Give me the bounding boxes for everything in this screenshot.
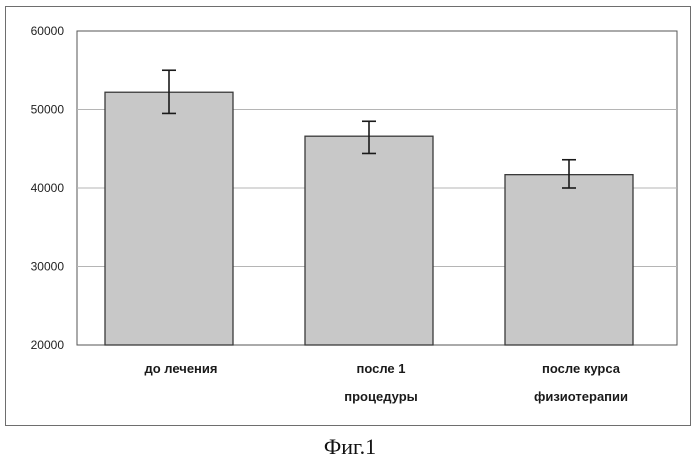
category-label: до лечения (144, 361, 217, 376)
y-tick-label: 30000 (31, 260, 65, 274)
bar (505, 175, 633, 345)
y-tick-label: 60000 (31, 24, 65, 38)
y-tick-label: 20000 (31, 338, 65, 352)
category-label: процедуры (344, 389, 417, 404)
bar (305, 136, 433, 345)
y-tick-label: 50000 (31, 103, 65, 117)
bar-chart: 20000 30000 40000 50000 60000 до лечения посл… (0, 0, 700, 430)
y-axis-tick-labels: 20000 30000 40000 50000 60000 (31, 24, 65, 352)
category-label: после курса (542, 361, 621, 376)
y-tick-label: 40000 (31, 181, 65, 195)
bar (105, 92, 233, 345)
category-label: физиотерапии (534, 389, 628, 404)
category-label: после 1 (356, 361, 405, 376)
category-labels: до лечения после 1 процедуры после курса физ… (144, 361, 628, 404)
figure-caption: Фиг.1 (0, 434, 700, 460)
